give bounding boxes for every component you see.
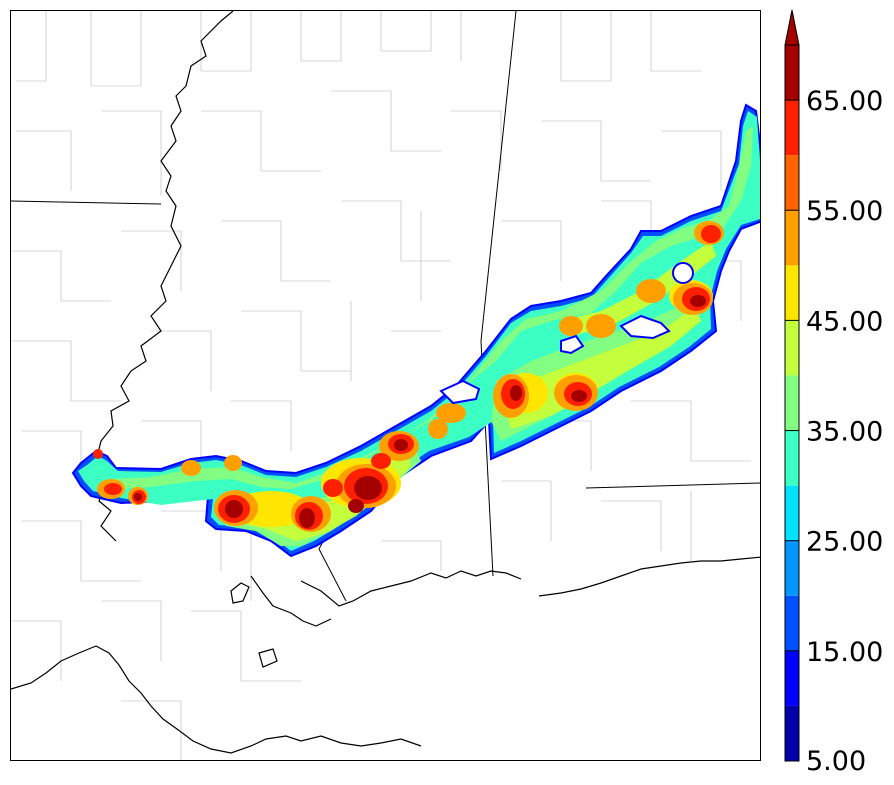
colorbar-tick-label: 55.00 — [806, 196, 883, 227]
colorbar-band — [785, 155, 799, 211]
map-panel — [10, 10, 761, 761]
colorbar-band — [785, 210, 799, 266]
colorbar-band — [785, 430, 799, 486]
colorbar-band — [785, 320, 799, 376]
colorbar-tick-label: 35.00 — [806, 417, 883, 448]
colorbar-band — [785, 100, 799, 156]
colorbar-ticks: 5.00 15.00 25.00 35.00 45.00 55.00 65.00 — [785, 86, 883, 777]
colorbar-band — [785, 265, 799, 321]
reflectivity-map — [11, 11, 760, 760]
colorbar-bands — [785, 45, 799, 761]
colorbar-band — [785, 375, 799, 431]
colorbar-tick-label: 45.00 — [806, 306, 883, 337]
colorbar-tick-label: 5.00 — [806, 746, 866, 777]
colorbar-band — [785, 595, 799, 651]
colorbar-tick-label: 25.00 — [806, 527, 883, 558]
reflectivity-field — [71, 103, 760, 558]
colorbar-band — [785, 45, 799, 101]
county-boundaries — [11, 11, 751, 760]
colorbar-tick-label: 65.00 — [806, 86, 883, 117]
colorbar-tick-label: 15.00 — [806, 637, 883, 668]
colorbar-outline — [784, 44, 800, 762]
colorbar-extend-arrow — [784, 9, 800, 46]
coastline — [11, 556, 760, 754]
colorbar-band — [785, 650, 799, 706]
colorbar-band — [785, 485, 799, 541]
mississippi-river — [95, 11, 234, 542]
colorbar-band — [785, 705, 799, 761]
colorbar-band — [785, 540, 799, 596]
